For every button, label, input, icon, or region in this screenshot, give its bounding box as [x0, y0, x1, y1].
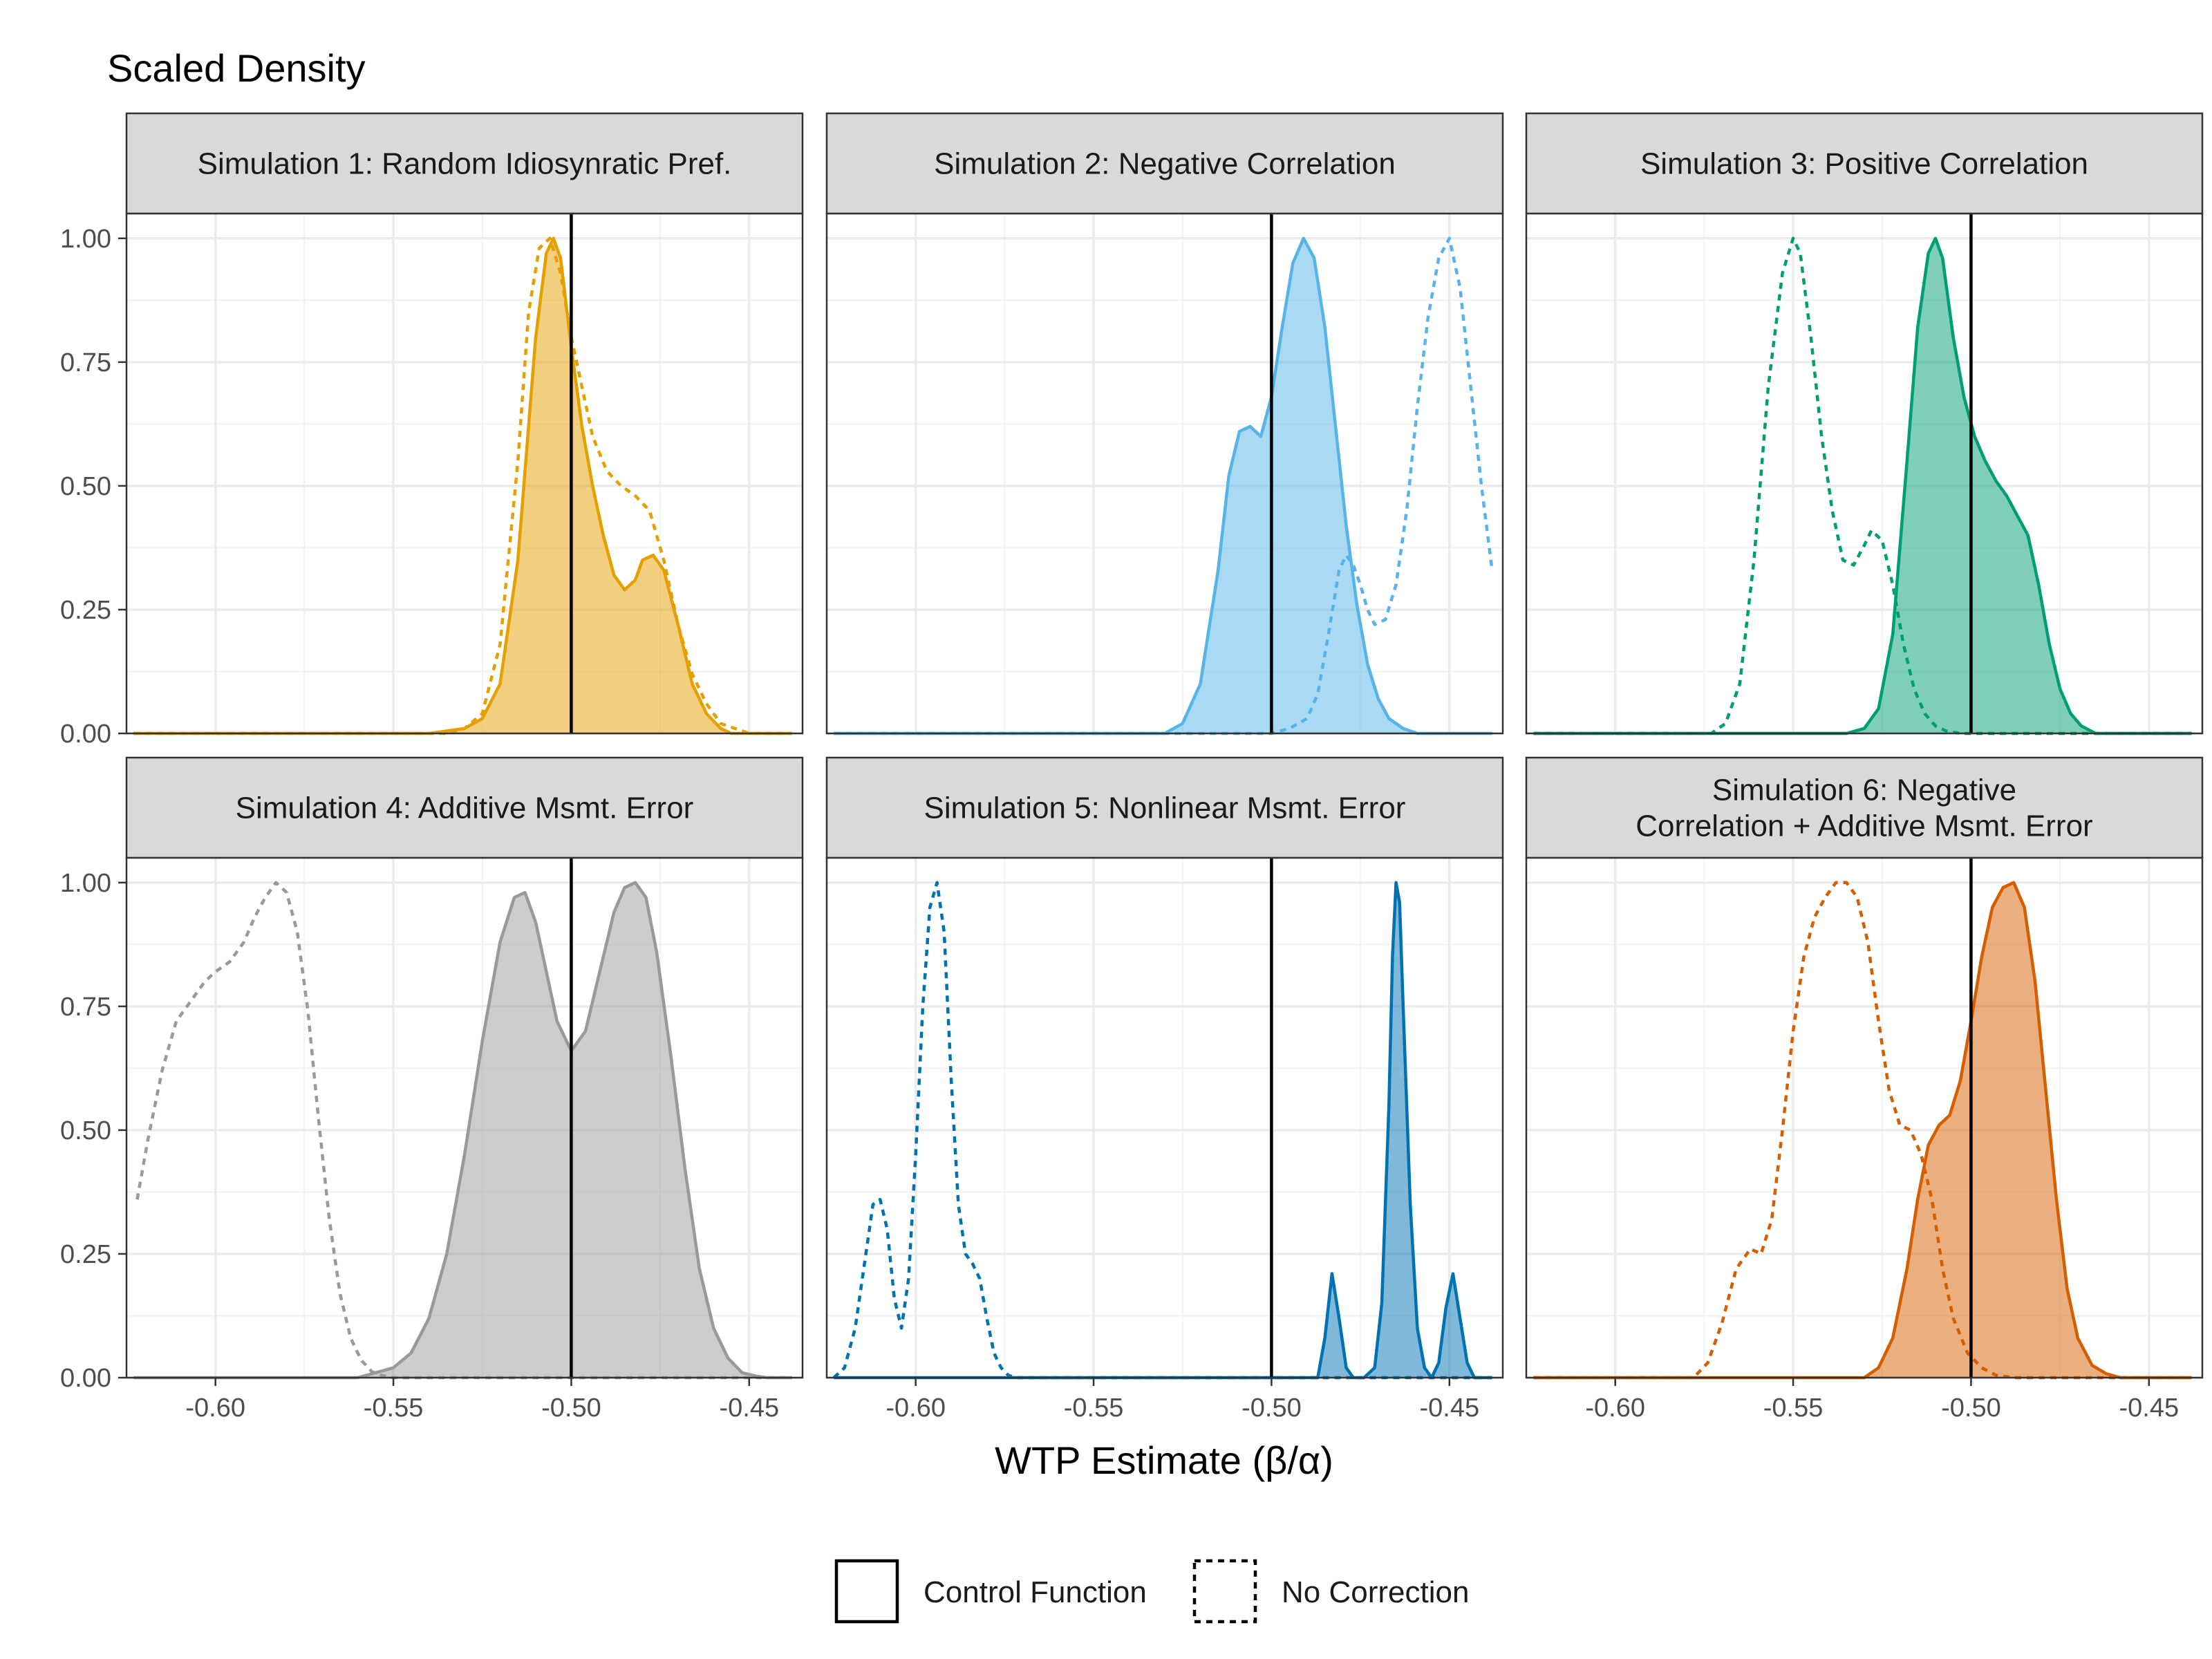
panel-strip	[1525, 112, 2204, 215]
panel-strip	[1525, 756, 2204, 859]
panel-title-line: Simulation 3: Positive Correlation	[1640, 147, 2088, 181]
x-tick-label: -0.45	[719, 1394, 779, 1423]
panel-title-line: Simulation 1: Random Idiosynratic Pref.	[198, 147, 732, 181]
panel-border	[1525, 856, 2204, 1379]
x-tick-label: -0.60	[1585, 1394, 1645, 1423]
x-tick-label: -0.50	[1241, 1394, 1302, 1423]
y-tick-label: 0.00	[60, 1364, 111, 1393]
x-tick-label: -0.45	[2119, 1394, 2179, 1423]
legend-label: Control Function	[924, 1575, 1147, 1609]
panel-4: Simulation 4: Additive Msmt. Error 0.00 0.…	[60, 756, 804, 1423]
x-tick-label: -0.55	[1064, 1394, 1124, 1423]
plot-background	[1526, 858, 2202, 1378]
panel-5: Simulation 5: Nonlinear Msmt. Error -0.60…	[825, 756, 1504, 1423]
panel-1: Simulation 1: Random Idiosynratic Pref. 0…	[60, 112, 804, 749]
plot-background	[126, 214, 803, 733]
no-correction-line	[832, 881, 1492, 1380]
x-tick-label: -0.60	[185, 1394, 245, 1423]
control-function-area	[1533, 882, 2192, 1378]
panel-title-line: Simulation 6: Negative	[1712, 774, 2016, 807]
panel-border	[125, 856, 804, 1379]
panel-title-line: Correlation + Additive Msmt. Error	[1635, 809, 2092, 843]
no-correction-line	[1533, 236, 2192, 735]
legend-label: No Correction	[1282, 1575, 1469, 1609]
panel-border	[1525, 212, 2204, 735]
panel-strip	[125, 112, 804, 215]
y-tick-label: 0.00	[60, 720, 111, 749]
panel-title-line: Simulation 4: Additive Msmt. Error	[236, 791, 694, 825]
control-function-line	[834, 236, 1492, 735]
no-correction-line	[1533, 881, 2192, 1380]
legend-key-dashed	[1192, 1559, 1257, 1624]
control-function-line	[1533, 236, 2192, 735]
x-axis-title: WTP Estimate (β/α)	[995, 1438, 1333, 1482]
x-tick-label: -0.45	[1419, 1394, 1479, 1423]
panel-border	[125, 212, 804, 735]
y-tick-label: 0.50	[60, 1116, 111, 1145]
panel-border	[825, 212, 1504, 735]
control-function-line	[1533, 881, 2192, 1380]
y-tick-label: 0.25	[60, 596, 111, 625]
control-function-area	[133, 882, 792, 1378]
y-axis-title: Scaled Density	[107, 46, 366, 90]
x-tick-label: -0.50	[1941, 1394, 2001, 1423]
panel-strip	[125, 756, 804, 859]
control-function-area	[133, 238, 792, 733]
x-tick-label: -0.55	[1763, 1394, 1824, 1423]
y-tick-label: 1.00	[60, 869, 111, 898]
facet-panels: Simulation 1: Random Idiosynratic Pref. 0…	[60, 112, 2204, 1423]
no-correction-line	[133, 236, 792, 735]
panel-border	[825, 856, 1504, 1379]
control-function-line	[133, 881, 792, 1380]
x-tick-label: -0.60	[885, 1394, 946, 1423]
panel-strip	[825, 756, 1504, 859]
plot-background	[1526, 214, 2202, 733]
y-tick-label: 0.25	[60, 1240, 111, 1269]
no-correction-line	[834, 236, 1494, 735]
panel-3: Simulation 3: Positive Correlation	[1525, 112, 2204, 735]
plot-background	[827, 214, 1503, 733]
y-tick-label: 1.00	[60, 225, 111, 254]
y-tick-label: 0.75	[60, 993, 111, 1022]
control-function-line	[834, 881, 1492, 1380]
panel-title-line: Simulation 5: Nonlinear Msmt. Error	[924, 791, 1406, 825]
x-tick-label: -0.55	[364, 1394, 424, 1423]
legend: Control Function No Correction	[834, 1559, 1469, 1624]
no-correction-line	[135, 881, 792, 1380]
legend-key-solid	[834, 1559, 899, 1624]
panel-title-line: Simulation 2: Negative Correlation	[934, 147, 1396, 181]
control-function-line	[133, 236, 792, 735]
x-tick-label: -0.50	[541, 1394, 601, 1423]
panel-strip	[825, 112, 1504, 215]
control-function-area	[1533, 238, 2192, 733]
y-tick-label: 0.50	[60, 472, 111, 501]
y-tick-label: 0.75	[60, 348, 111, 377]
panel-2: Simulation 2: Negative Correlation	[825, 112, 1504, 735]
